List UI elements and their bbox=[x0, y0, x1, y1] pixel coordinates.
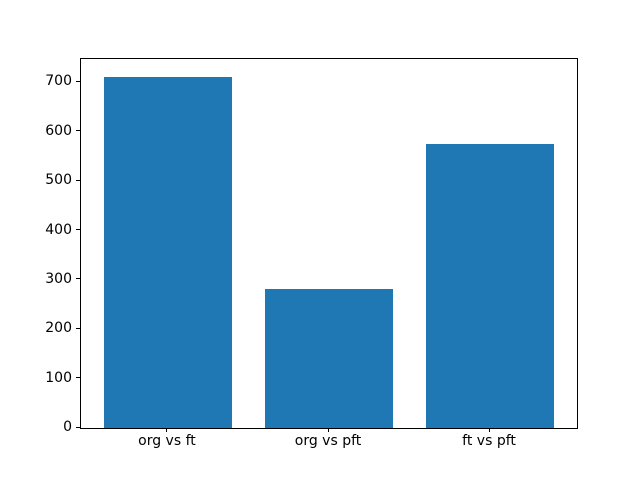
x-tick-label: ft vs pft bbox=[462, 433, 516, 449]
x-tick-mark bbox=[488, 428, 490, 432]
y-tick-mark bbox=[76, 179, 80, 181]
y-tick-mark bbox=[76, 426, 80, 428]
bar-org-vs-ft bbox=[103, 76, 233, 428]
y-tick-label: 400 bbox=[45, 221, 72, 238]
x-tick-mark bbox=[166, 428, 168, 432]
y-tick-label: 500 bbox=[45, 172, 72, 189]
y-tick-label: 200 bbox=[45, 320, 72, 337]
bar-ft-vs-pft bbox=[425, 144, 555, 428]
y-tick-label: 700 bbox=[45, 73, 72, 90]
plot-area bbox=[80, 58, 578, 429]
y-tick-label: 300 bbox=[45, 270, 72, 287]
x-tick-label: org vs ft bbox=[138, 433, 196, 449]
y-tick-mark bbox=[76, 130, 80, 132]
y-tick-mark bbox=[76, 327, 80, 329]
y-tick-label: 100 bbox=[45, 369, 72, 386]
y-tick-label: 600 bbox=[45, 122, 72, 139]
x-tick-label: org vs pft bbox=[294, 433, 362, 449]
y-tick-mark bbox=[76, 229, 80, 231]
bar-org-vs-pft bbox=[264, 288, 394, 428]
y-tick-mark bbox=[76, 377, 80, 379]
x-tick-mark bbox=[327, 428, 329, 432]
y-tick-mark bbox=[76, 278, 80, 280]
y-tick-label: 0 bbox=[63, 419, 72, 435]
y-tick-mark bbox=[76, 80, 80, 82]
